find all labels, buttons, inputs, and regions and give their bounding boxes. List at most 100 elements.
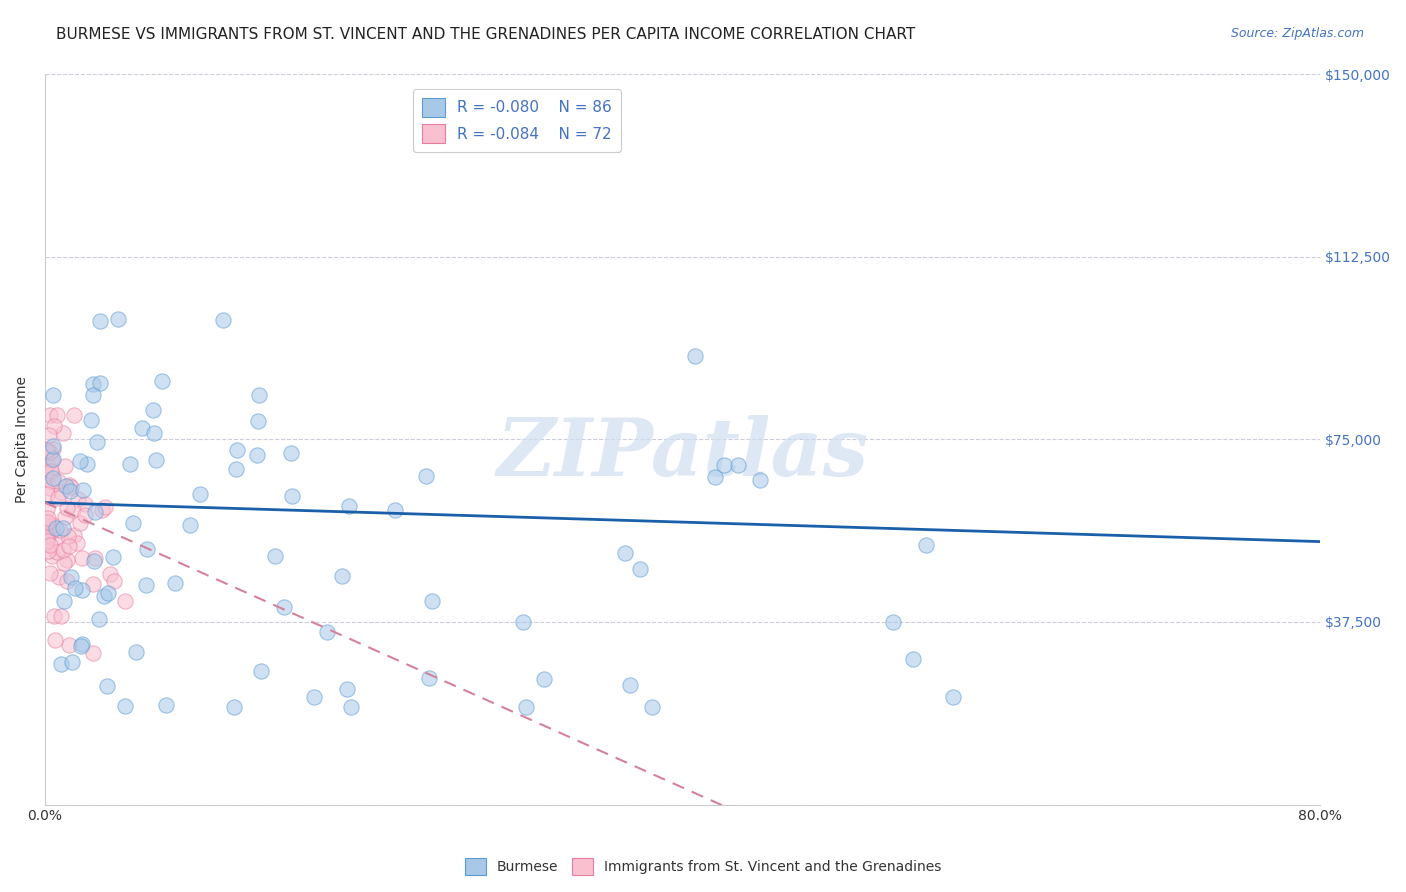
Point	[37, 544, 59, 558]
Point	[37, 516, 59, 530]
Point	[39, 444, 62, 458]
Point	[73, 497, 96, 511]
Point	[103, 574, 125, 588]
Point	[101, 550, 124, 565]
Point	[35, 515, 58, 529]
Point	[225, 462, 247, 476]
Point	[55, 500, 77, 515]
Point	[302, 690, 325, 705]
Point	[55, 479, 77, 493]
Point	[142, 403, 165, 417]
Point	[727, 458, 749, 473]
Point	[122, 516, 145, 530]
Point	[337, 499, 360, 513]
Point	[107, 312, 129, 326]
Point	[53, 509, 76, 524]
Point	[58, 638, 80, 652]
Point	[67, 492, 90, 507]
Point	[70, 637, 93, 651]
Point	[70, 550, 93, 565]
Point	[52, 521, 75, 535]
Point	[63, 581, 86, 595]
Point	[96, 679, 118, 693]
Point	[62, 408, 84, 422]
Point	[249, 664, 271, 678]
Point	[41, 524, 63, 539]
Point	[60, 479, 83, 493]
Point	[281, 489, 304, 503]
Point	[59, 570, 82, 584]
Point	[42, 451, 65, 466]
Text: Source: ZipAtlas.com: Source: ZipAtlas.com	[1230, 27, 1364, 40]
Point	[39, 467, 62, 481]
Point	[316, 624, 339, 639]
Y-axis label: Per Capita Income: Per Capita Income	[15, 376, 30, 503]
Point	[42, 609, 65, 624]
Point	[39, 566, 62, 580]
Point	[628, 562, 651, 576]
Point	[90, 503, 112, 517]
Point	[188, 487, 211, 501]
Point	[83, 551, 105, 566]
Point	[247, 387, 270, 401]
Point	[76, 457, 98, 471]
Point	[135, 578, 157, 592]
Point	[45, 530, 67, 544]
Point	[131, 421, 153, 435]
Point	[44, 633, 66, 648]
Point	[84, 505, 107, 519]
Point	[713, 458, 735, 472]
Point	[212, 313, 235, 327]
Point	[37, 511, 59, 525]
Point	[683, 349, 706, 363]
Point	[533, 672, 555, 686]
Point	[53, 556, 76, 570]
Point	[145, 453, 167, 467]
Point	[124, 645, 146, 659]
Legend: Burmese, Immigrants from St. Vincent and the Grenadines: Burmese, Immigrants from St. Vincent and…	[460, 853, 946, 880]
Point	[515, 700, 537, 714]
Point	[35, 520, 58, 534]
Point	[62, 503, 84, 517]
Point	[45, 408, 67, 422]
Point	[66, 536, 89, 550]
Point	[35, 468, 58, 483]
Point	[114, 594, 136, 608]
Point	[87, 612, 110, 626]
Point	[42, 419, 65, 434]
Point	[48, 570, 70, 584]
Point	[163, 576, 186, 591]
Point	[150, 375, 173, 389]
Point	[55, 552, 77, 566]
Point	[97, 585, 120, 599]
Point	[38, 428, 60, 442]
Point	[49, 608, 72, 623]
Point	[748, 473, 770, 487]
Point	[56, 574, 79, 589]
Point	[914, 538, 936, 552]
Point	[46, 491, 69, 506]
Point	[39, 464, 62, 478]
Point	[42, 388, 65, 402]
Point	[39, 481, 62, 495]
Point	[39, 538, 62, 552]
Point	[38, 408, 60, 422]
Point	[640, 700, 662, 714]
Point	[35, 532, 58, 546]
Point	[93, 589, 115, 603]
Point	[273, 600, 295, 615]
Point	[83, 554, 105, 568]
Point	[136, 542, 159, 557]
Point	[42, 518, 65, 533]
Point	[247, 414, 270, 428]
Point	[72, 483, 94, 497]
Point	[35, 516, 58, 530]
Point	[901, 652, 924, 666]
Point	[420, 594, 443, 608]
Point	[35, 502, 58, 516]
Point	[69, 453, 91, 467]
Point	[46, 545, 69, 559]
Point	[58, 477, 80, 491]
Point	[69, 516, 91, 530]
Point	[114, 699, 136, 714]
